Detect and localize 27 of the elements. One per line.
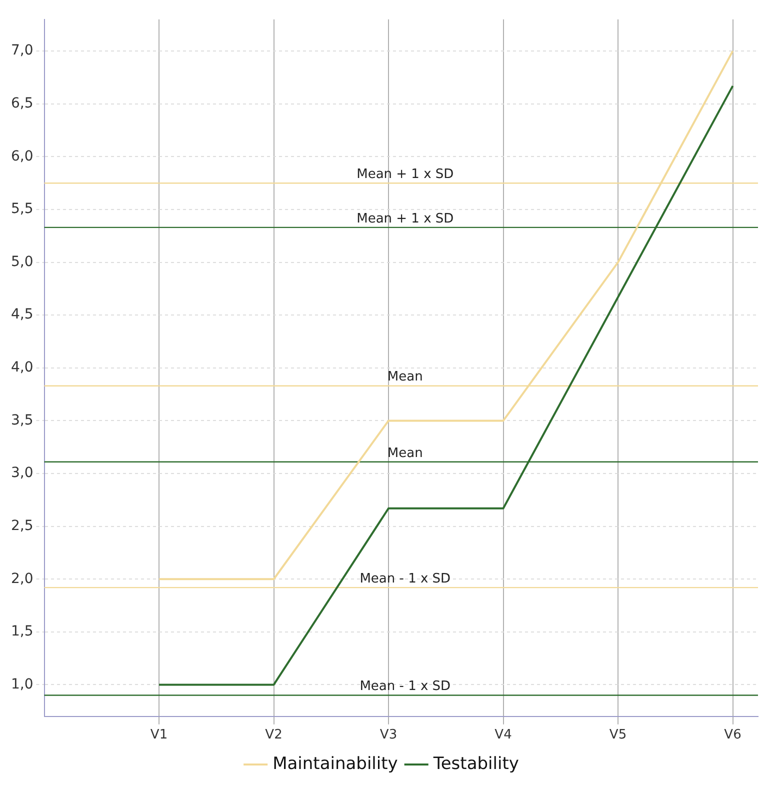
legend-label: Maintainability: [272, 754, 398, 774]
legend-label: Testability: [432, 754, 519, 774]
ref-line-label: Mean + 1 x SD: [356, 211, 454, 226]
y-tick-label: 5,5: [11, 201, 34, 218]
y-tick-label: 6,5: [11, 96, 34, 112]
y-tick-label: 3,5: [11, 412, 34, 428]
x-tick-label: V5: [609, 728, 627, 743]
x-tick-label: V2: [265, 728, 282, 743]
x-tick-label: V1: [150, 728, 168, 743]
ref-line-label: Mean + 1 x SD: [356, 166, 454, 182]
x-tick-label: V6: [724, 728, 742, 743]
y-tick-label: 4,0: [11, 360, 34, 376]
x-tick-label: V3: [380, 728, 398, 743]
y-tick-label: 1,5: [11, 624, 34, 640]
x-tick-label: V4: [494, 728, 512, 743]
y-tick-label: 3,0: [11, 465, 34, 482]
ref-line-label: Mean: [387, 446, 423, 461]
y-tick-label: 1,0: [11, 676, 34, 692]
ref-line-label: Mean - 1 x SD: [360, 679, 451, 694]
y-tick-label: 7,0: [11, 42, 34, 59]
ref-line-label: Mean - 1 x SD: [360, 571, 451, 586]
y-tick-label: 6,0: [11, 148, 34, 164]
y-tick-label: 4,5: [11, 306, 34, 323]
y-tick-label: 5,0: [11, 254, 34, 270]
ref-line-label: Mean: [387, 370, 423, 385]
y-tick-label: 2,0: [11, 570, 34, 587]
y-tick-label: 2,5: [11, 518, 34, 534]
